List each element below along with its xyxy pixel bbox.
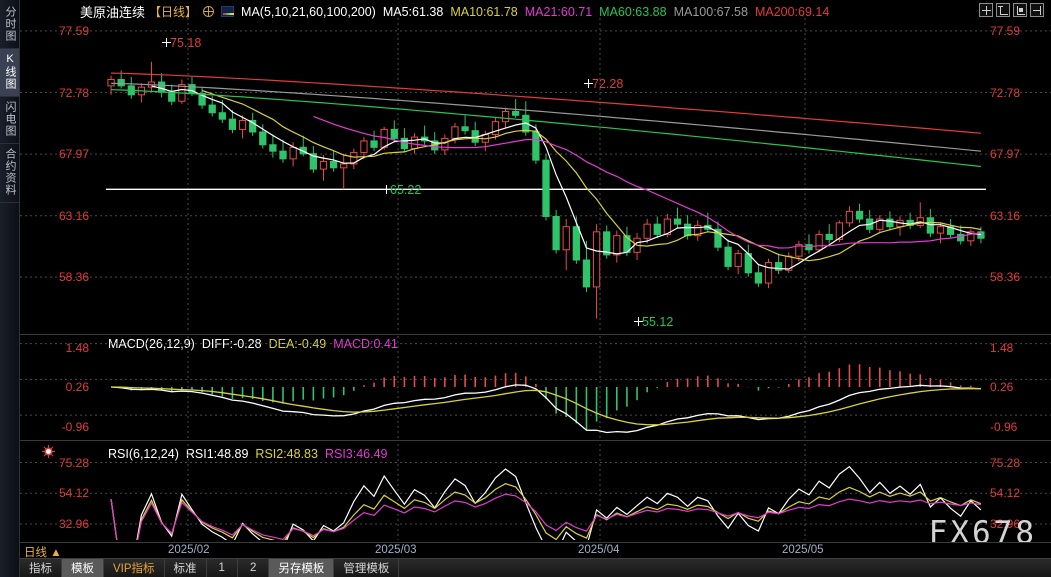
annotation-72.28: 72.28 (592, 77, 624, 91)
price-tick-left-1: 72.78 (58, 85, 89, 100)
scale-right-icon[interactable] (1030, 3, 1044, 17)
macd-tick-left-1: 0.26 (65, 380, 89, 395)
ma10-value: MA10:61.78 (450, 4, 518, 19)
rsi1-value: RSI1:48.89 (185, 447, 249, 461)
rsi-tick-left-1: 54.12 (58, 486, 89, 501)
page-title: 美原油连续 (80, 5, 146, 20)
annotation-75.18: 75.18 (170, 36, 202, 50)
macd-tick-right-0: 1.48 (990, 340, 1014, 355)
toolbar-filler (399, 559, 1051, 577)
sidebar-item-contract-info[interactable]: 合约资料 (0, 144, 19, 203)
rsi-legend: RSI(6,12,24) RSI1:48.89 RSI2:48.83 RSI3:46.… (108, 447, 395, 461)
date-axis: 日线 ▲ 2025/02 2025/03 2025/04 2025/05 (20, 542, 1051, 559)
annotation-marker-55.12 (634, 317, 643, 326)
price-tick-left-4: 58.36 (58, 270, 89, 285)
rsi-tick-left-0: 75.28 (58, 455, 89, 470)
btn-manage-template[interactable]: 管理模板 (334, 559, 400, 577)
crosshair-circle-icon[interactable] (203, 6, 215, 17)
rsi-separator (20, 440, 1051, 441)
chart-area: 美原油连续 【日线】 MA(5,10,21,60,100,200) MA5:61.… (20, 0, 1051, 577)
rsi-lines (20, 444, 1051, 540)
sidebar-item-lightning[interactable]: 闪电图 (0, 97, 19, 144)
ma5-value: MA5:61.38 (382, 4, 444, 19)
btn-slot-2[interactable]: 2 (238, 559, 270, 577)
price-tick-right-1: 72.78 (990, 85, 1021, 100)
rsi2-value: RSI2:48.83 (255, 447, 318, 461)
btn-standard[interactable]: 标准 (165, 559, 207, 577)
macd-histogram (20, 336, 1051, 438)
annotation-marker-75.18 (162, 38, 171, 47)
btn-vip-indicators[interactable]: VIP指标 (104, 559, 165, 577)
date-tick-1: 2025/02 (168, 544, 210, 556)
rsi-tick-right-2: 32.96 (990, 517, 1021, 532)
price-tick-left-3: 63.16 (58, 208, 89, 223)
rsi-tick-right-0: 75.28 (990, 455, 1021, 470)
macd-tick-left-2: -0.96 (61, 419, 89, 434)
price-tick-right-2: 67.97 (990, 147, 1021, 162)
ma-title: MA(5,10,21,60,100,200) (241, 4, 376, 19)
sidebar-item-timeline[interactable]: 分时图 (0, 2, 19, 49)
macd-dea: DEA:-0.49 (268, 337, 327, 351)
ma-legend: MA(5,10,21,60,100,200) MA5:61.38 MA10:61.7… (241, 5, 836, 19)
annotation-marker-65.22 (382, 185, 391, 194)
annotation-55.12: 55.12 (642, 315, 674, 329)
period-toggle[interactable]: 日线 ▲ (24, 547, 62, 559)
btn-templates[interactable]: 模板 (62, 559, 104, 577)
rsi3-value: RSI3:46.49 (324, 447, 388, 461)
crosshair-icon[interactable] (979, 3, 993, 17)
chart-tool-buttons (979, 3, 1044, 17)
ma100-value: MA100:67.58 (673, 4, 748, 19)
alert-sun-icon[interactable] (42, 445, 55, 458)
scale-fit-icon[interactable] (1013, 3, 1027, 17)
date-tick-3: 2025/04 (578, 544, 620, 556)
scale-left-icon[interactable] (996, 3, 1010, 17)
date-tick-2: 2025/03 (375, 544, 417, 556)
chart-title-bar: 美原油连续 【日线】 MA(5,10,21,60,100,200) MA5:61.… (80, 2, 836, 21)
price-candlesticks (20, 18, 1051, 333)
price-tick-right-4: 58.36 (990, 270, 1021, 285)
date-tick-4: 2025/05 (782, 544, 824, 556)
ma60-value: MA60:63.88 (599, 4, 667, 19)
macd-tick-right-1: 0.26 (990, 380, 1014, 395)
rsi-title: RSI(6,12,24) (108, 447, 179, 461)
price-tick-left-2: 67.97 (58, 147, 89, 162)
ma200-value: MA200:69.14 (754, 4, 830, 19)
btn-save-template[interactable]: 另存模板 (269, 559, 335, 577)
annotation-marker-72.28 (584, 79, 593, 88)
left-sidebar: 分时图 K线图 闪电图 合约资料 (0, 0, 20, 577)
macd-tick-left-0: 1.48 (65, 340, 89, 355)
price-tick-right-3: 63.16 (990, 208, 1021, 223)
ma21-value: MA21:60.71 (524, 4, 593, 19)
rsi-tick-left-2: 32.96 (58, 517, 89, 532)
annotation-65.22: 65.22 (390, 183, 422, 197)
btn-indicators[interactable]: 指标 (20, 559, 62, 577)
period-label: 【日线】 (149, 5, 198, 19)
rsi-tick-right-1: 54.12 (990, 486, 1021, 501)
rsi-plot[interactable] (20, 444, 1051, 540)
macd-tick-right-2: -0.96 (990, 419, 1018, 434)
price-tick-right-0: 77.59 (990, 23, 1021, 38)
bottom-toolbar: 指标 模板 VIP指标 标准 1 2 另存模板 管理模板 (20, 558, 1051, 577)
sidebar-item-kline[interactable]: K线图 (0, 49, 19, 97)
price-tick-left-0: 77.59 (58, 23, 89, 38)
indicator-chart-icon[interactable] (221, 6, 235, 17)
chart-header: 美原油连续 【日线】 MA(5,10,21,60,100,200) MA5:61.… (20, 0, 1051, 20)
macd-plot[interactable] (20, 336, 1051, 438)
macd-separator (20, 334, 1051, 335)
price-plot[interactable] (20, 18, 1051, 333)
btn-slot-1[interactable]: 1 (207, 559, 238, 577)
